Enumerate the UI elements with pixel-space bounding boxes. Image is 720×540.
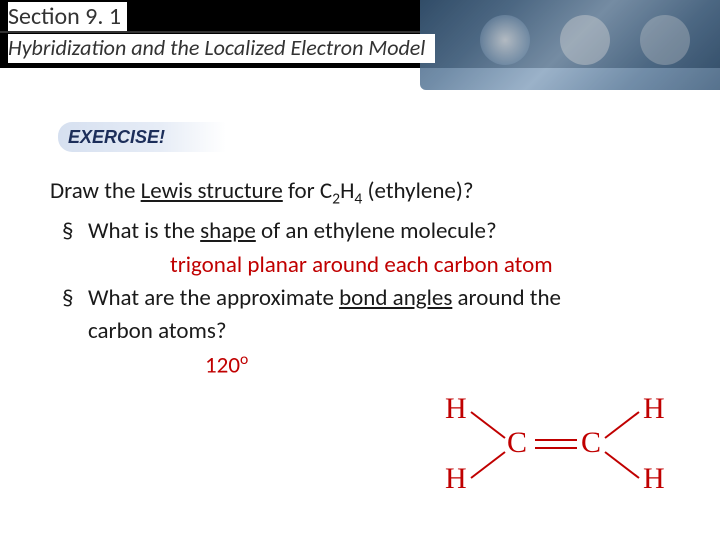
a2-val: 120 — [205, 351, 240, 379]
section-number: Section 9. 1 — [8, 2, 127, 31]
intro-underlined: Lewis structure — [141, 177, 283, 205]
header-underline — [0, 31, 420, 33]
atom-c-right: C — [581, 426, 601, 460]
atom-h-br: H — [643, 462, 665, 496]
intro-line: Draw the Lewis structure for C2H4 (ethyl… — [50, 175, 680, 211]
intro-pre: Draw the — [50, 177, 141, 205]
q2-pre: What are the approximate — [88, 284, 339, 312]
slide-header: Section 9. 1 Hybridization and the Local… — [0, 0, 720, 100]
header-decorative-image — [420, 0, 720, 90]
answer-1: trigonal planar around each carbon atom — [50, 249, 680, 282]
question-1: What is the shape of an ethylene molecul… — [50, 215, 680, 248]
content-area: Draw the Lewis structure for C2H4 (ethyl… — [50, 175, 680, 383]
question-2-line1: What are the approximate bond angles aro… — [50, 282, 680, 315]
intro-sub1: 2 — [332, 190, 340, 209]
intro-tail: (ethylene)? — [362, 177, 473, 205]
answer-2: 120o — [50, 349, 680, 383]
atom-h-tr: H — [643, 392, 665, 426]
atom-h-tl: H — [445, 392, 467, 426]
exercise-badge: EXERCISE! — [58, 122, 226, 152]
intro-post: for C — [283, 177, 332, 205]
intro-mid: H — [340, 177, 354, 205]
lewis-structure: H H C C H H — [445, 390, 665, 500]
section-title: Hybridization and the Localized Electron… — [8, 34, 435, 63]
q1-post: of an ethylene molecule? — [256, 217, 497, 245]
a2-sup: o — [240, 350, 248, 369]
q1-underlined: shape — [200, 217, 256, 245]
question-2-line2: § carbon atoms? — [50, 315, 680, 348]
atom-h-bl: H — [445, 462, 467, 496]
q2-post: around the — [452, 284, 561, 312]
bonds-svg — [445, 390, 665, 500]
atom-c-left: C — [507, 426, 527, 460]
q2-line2-text: carbon atoms? — [88, 317, 227, 345]
q1-pre: What is the — [88, 217, 200, 245]
q2-underlined: bond angles — [339, 284, 452, 312]
